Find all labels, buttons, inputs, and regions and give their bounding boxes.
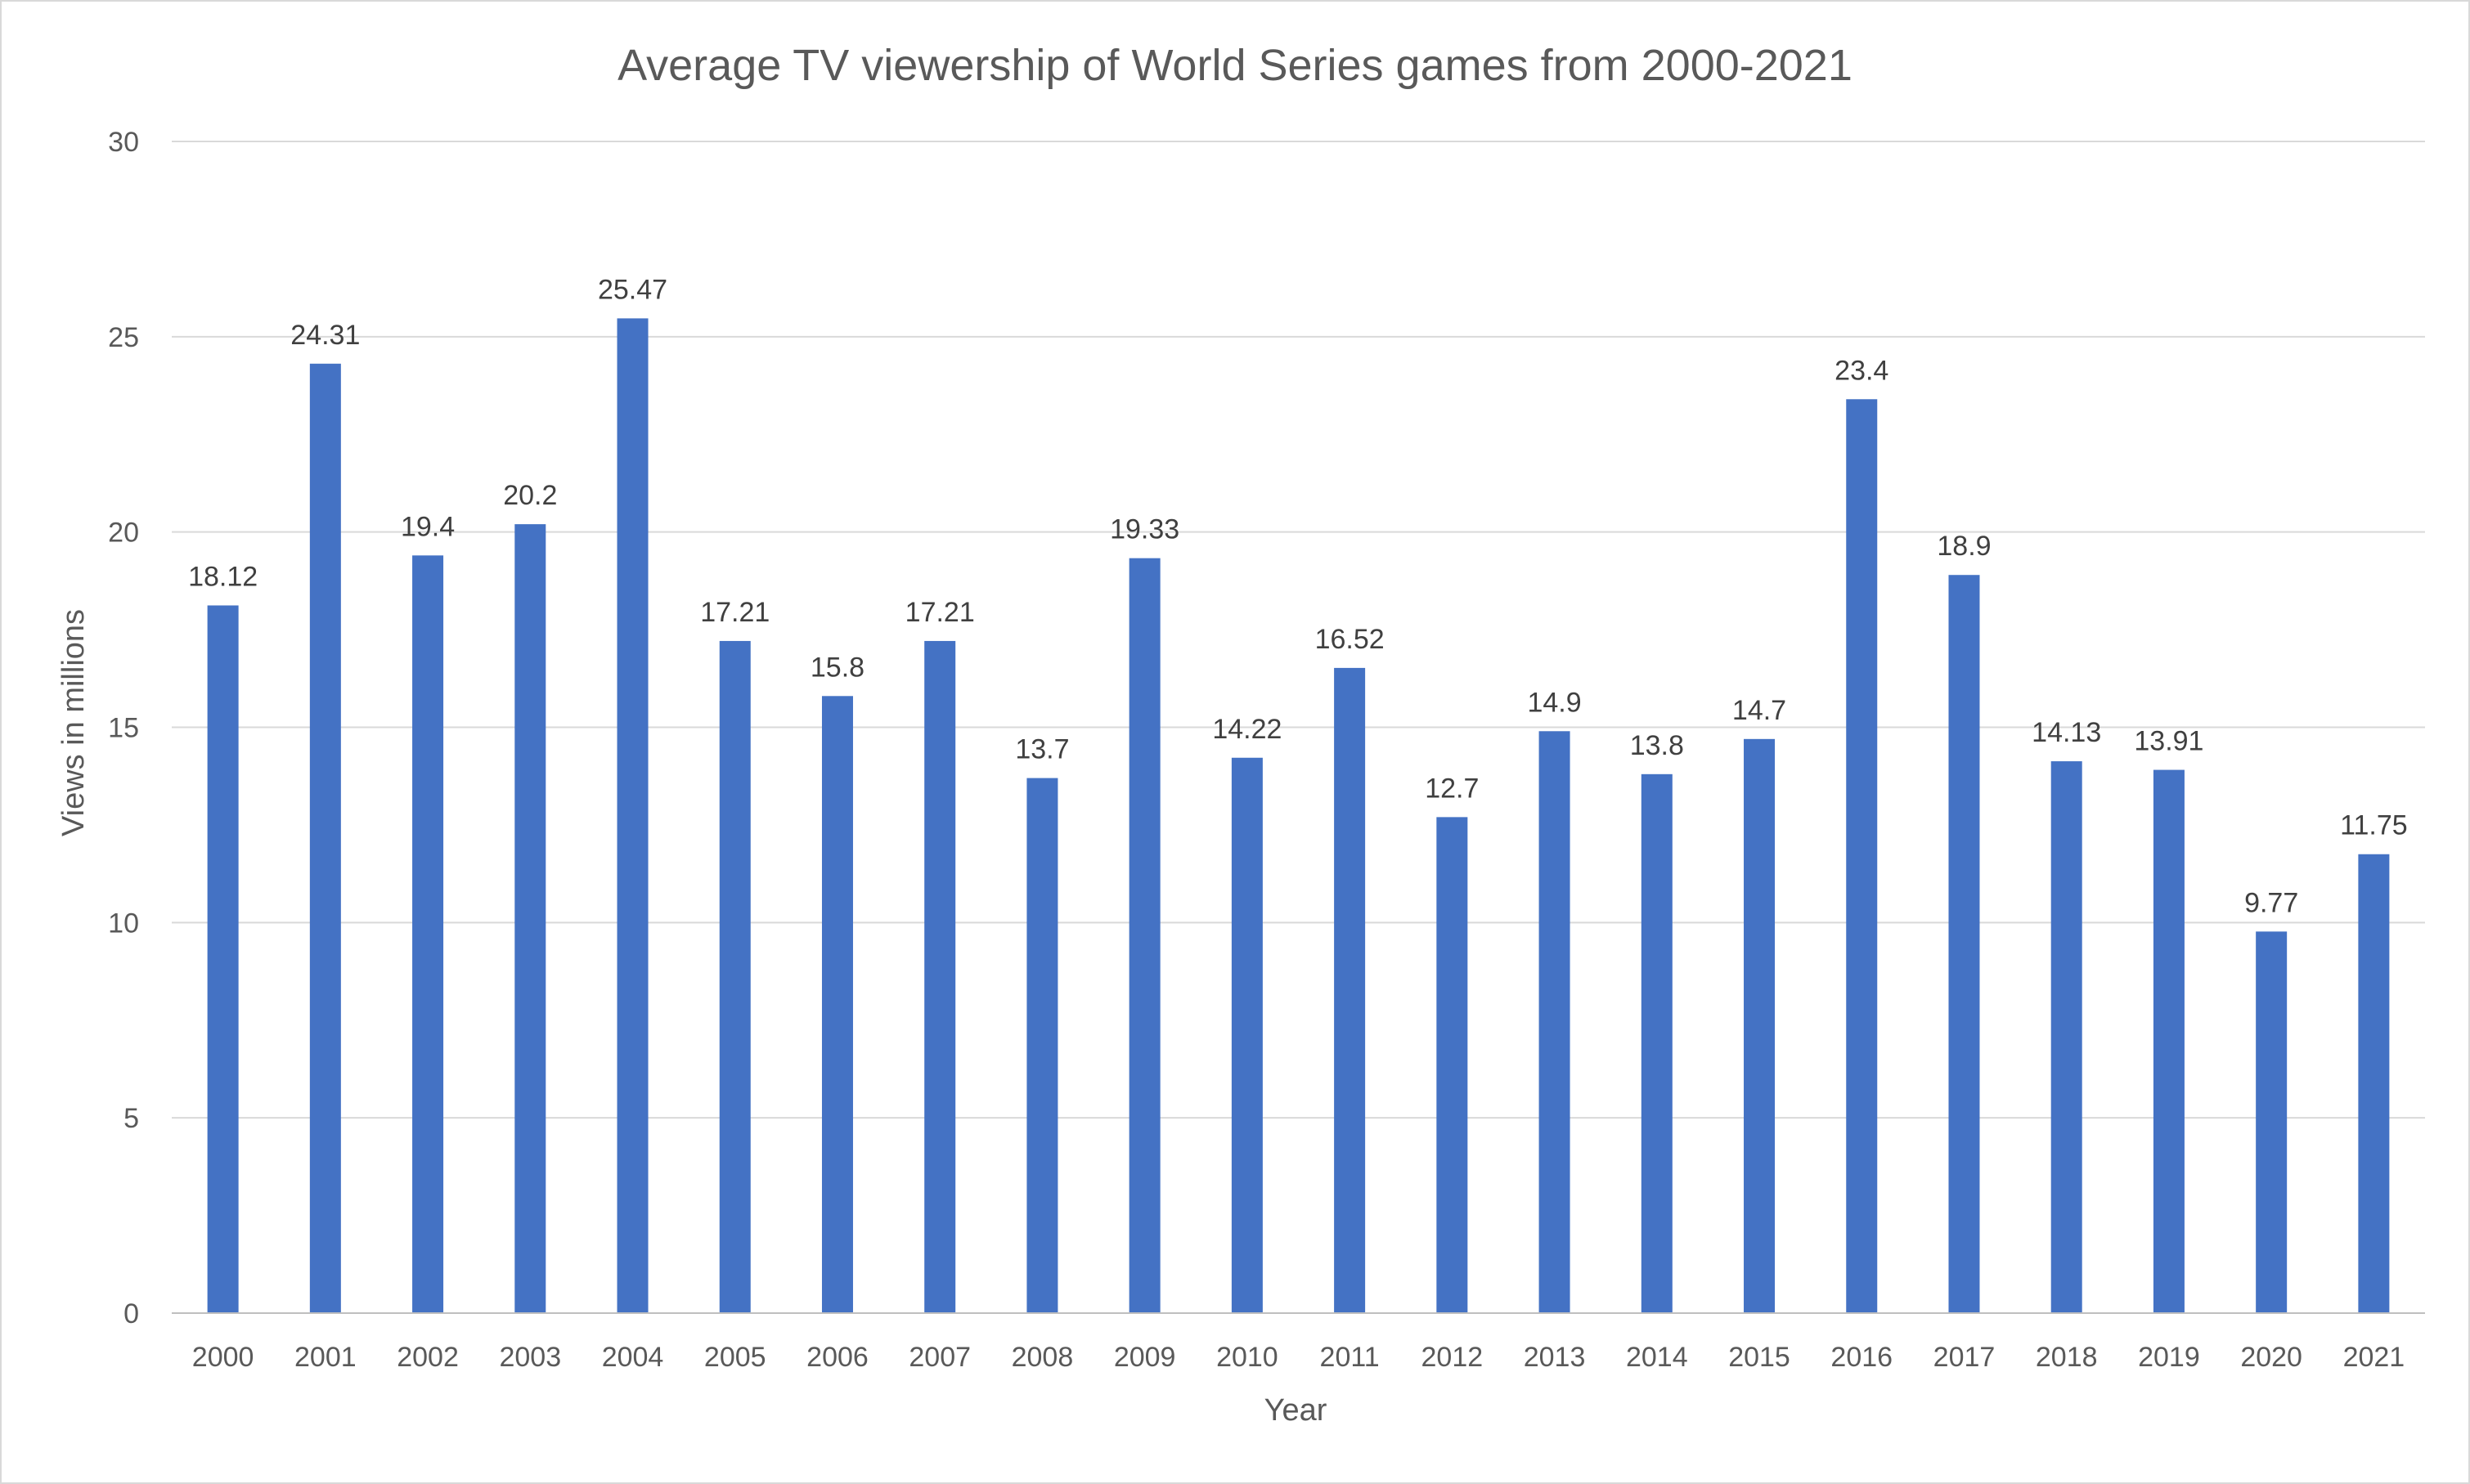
data-label-2016: 23.4 [1835,355,1888,386]
bar-2005 [719,640,751,1313]
bar-2021 [2358,854,2390,1313]
data-label-2019: 13.91 [2134,726,2203,757]
x-tick-label-2015: 2015 [1728,1342,1790,1373]
data-label-2005: 17.21 [700,597,770,628]
y-tick-label: 20 [108,518,139,549]
bar-2019 [2153,769,2185,1313]
bar-2008 [1026,778,1058,1313]
chart-title: Average TV viewership of World Series ga… [618,41,1852,90]
x-axis-title: Year [1264,1393,1327,1428]
data-label-2012: 12.7 [1425,773,1479,804]
x-tick-label-2013: 2013 [1524,1342,1586,1373]
y-tick-label: 15 [108,713,139,744]
bar-2018 [2050,761,2082,1313]
x-tick-label-2001: 2001 [294,1342,357,1373]
x-tick-label-2020: 2020 [2240,1342,2302,1373]
bar-2010 [1231,757,1263,1313]
bars [207,318,2390,1313]
bar-2000 [207,605,239,1313]
x-tick-label-2017: 2017 [1933,1342,1996,1373]
bar-2003 [514,524,546,1313]
y-tick-label: 25 [108,322,139,353]
x-tick-label-2007: 2007 [909,1342,971,1373]
bar-2006 [821,696,853,1313]
data-label-2003: 20.2 [503,480,557,511]
x-tick-label-2018: 2018 [2036,1342,2098,1373]
data-label-2021: 11.75 [2340,810,2408,841]
data-label-2001: 24.31 [290,320,360,351]
bar-2015 [1744,738,1776,1313]
x-tick-label-2016: 2016 [1830,1342,1893,1373]
bar-2001 [309,363,341,1313]
x-tick-label-2009: 2009 [1114,1342,1176,1373]
x-tick-label-2021: 2021 [2343,1342,2405,1373]
data-label-2020: 9.77 [2244,887,2298,918]
bar-2011 [1334,667,1366,1313]
x-tick-label-2002: 2002 [397,1342,459,1373]
x-tick-label-2005: 2005 [704,1342,766,1373]
data-label-2010: 14.22 [1212,714,1282,745]
bar-2007 [924,640,956,1313]
bar-2016 [1846,399,1878,1313]
data-label-2011: 16.52 [1315,624,1385,655]
gridlines [172,141,2425,1119]
data-labels: 18.12 24.31 19.4 20.2 25.47 17.21 15.8 17.21 13.… [188,274,2408,918]
data-label-2018: 14.13 [2032,717,2101,748]
bar-2013 [1538,731,1570,1313]
bar-2002 [412,555,444,1313]
y-tick-label: 30 [108,127,139,158]
data-label-2015: 14.7 [1732,695,1786,726]
bar-2017 [1948,575,1980,1313]
y-axis-ticks: 0 5 10 15 20 25 30 [108,127,139,1329]
data-label-2009: 19.33 [1110,514,1179,545]
x-tick-label-2010: 2010 [1216,1342,1278,1373]
x-tick-label-2011: 2011 [1320,1342,1380,1373]
y-tick-label: 0 [124,1298,139,1329]
data-label-2017: 18.9 [1937,531,1991,562]
x-tick-label-2019: 2019 [2138,1342,2200,1373]
data-label-2000: 18.12 [188,561,258,592]
bar-2014 [1641,773,1673,1313]
y-tick-label: 5 [124,1103,139,1134]
bar-2012 [1436,817,1468,1313]
x-tick-label-2004: 2004 [602,1342,664,1373]
y-tick-label: 10 [108,908,139,939]
data-label-2006: 15.8 [811,652,864,683]
x-tick-label-2008: 2008 [1012,1342,1074,1373]
bar-2009 [1129,558,1161,1313]
data-label-2013: 14.9 [1527,687,1581,718]
x-axis-ticks: 2000 2001 2002 2003 2004 2005 2006 2007 2008 2009… [192,1342,2405,1373]
x-tick-label-2012: 2012 [1421,1342,1484,1373]
x-tick-label-2014: 2014 [1626,1342,1688,1373]
data-label-2014: 13.8 [1630,730,1684,761]
data-label-2007: 17.21 [905,597,975,628]
bar-2004 [617,318,649,1313]
x-tick-label-2006: 2006 [806,1342,869,1373]
data-label-2002: 19.4 [401,511,455,542]
x-tick-label-2000: 2000 [192,1342,254,1373]
data-label-2008: 13.7 [1015,734,1069,765]
y-axis-title: Views in millions [56,609,91,836]
x-tick-label-2003: 2003 [499,1342,561,1373]
data-label-2004: 25.47 [598,274,667,305]
bar-2020 [2256,931,2288,1313]
